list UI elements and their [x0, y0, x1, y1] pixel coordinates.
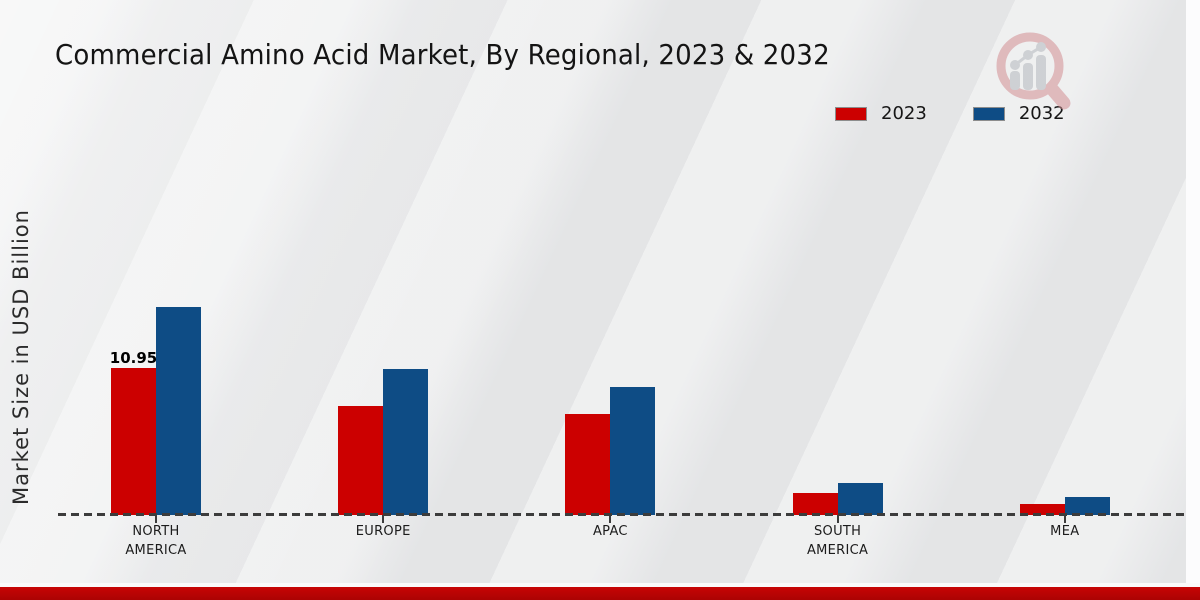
legend-swatch-2032: [972, 106, 1005, 121]
footer-red-bar: [0, 587, 1200, 600]
legend-label-2032: 2032: [1018, 103, 1065, 124]
bar-2032-mea: [1064, 497, 1110, 515]
bar-2032-apac: [610, 387, 656, 515]
bar-2032-north-america: [156, 307, 201, 515]
x-axis-dashed-baseline: [58, 513, 1186, 516]
legend-label-2023: 2023: [881, 103, 927, 124]
x-tick-label-europe: EUROPE: [355, 524, 411, 539]
legend-item-2032: 2032: [972, 103, 1065, 124]
bar-2023-mea: [1019, 504, 1065, 515]
magnifier-bar-chart-logo: [996, 32, 1071, 110]
x-tick-south-america: [836, 515, 839, 523]
x-tick-label-south-america: SOUTH AMERICA: [806, 524, 869, 558]
x-tick-label-mea: MEA: [1050, 524, 1080, 539]
bar-2023-europe: [338, 406, 384, 515]
x-tick-label-apac: APAC: [592, 524, 628, 539]
legend: 2023 2032: [835, 103, 1111, 124]
magnifier-handle: [1045, 82, 1071, 110]
right-edge-strip: [1186, 0, 1200, 587]
footer-separator: [0, 583, 1200, 587]
bar-2023-south-america: [792, 493, 838, 515]
x-tick-europe: [382, 515, 385, 523]
x-tick-apac: [609, 515, 612, 523]
bar-value-label-2023-north-america: 10.95: [109, 349, 158, 367]
x-tick-label-north-america: NORTH AMERICA: [125, 524, 187, 558]
magnifier-ring: [996, 32, 1064, 100]
bar-2032-south-america: [837, 483, 883, 515]
bar-2032-europe: [383, 369, 429, 515]
x-tick-mea: [1063, 515, 1066, 523]
logo-trend-dots: [1010, 42, 1046, 70]
bar-2023-north-america: [111, 368, 156, 515]
logo-bars: [1010, 55, 1046, 90]
legend-swatch-2023: [835, 106, 867, 121]
x-tick-north-america: [155, 515, 157, 523]
legend-item-2023: 2023: [835, 103, 927, 124]
chart-title: Commercial Amino Acid Market, By Regiona…: [55, 38, 830, 71]
bar-2023-apac: [565, 414, 611, 515]
